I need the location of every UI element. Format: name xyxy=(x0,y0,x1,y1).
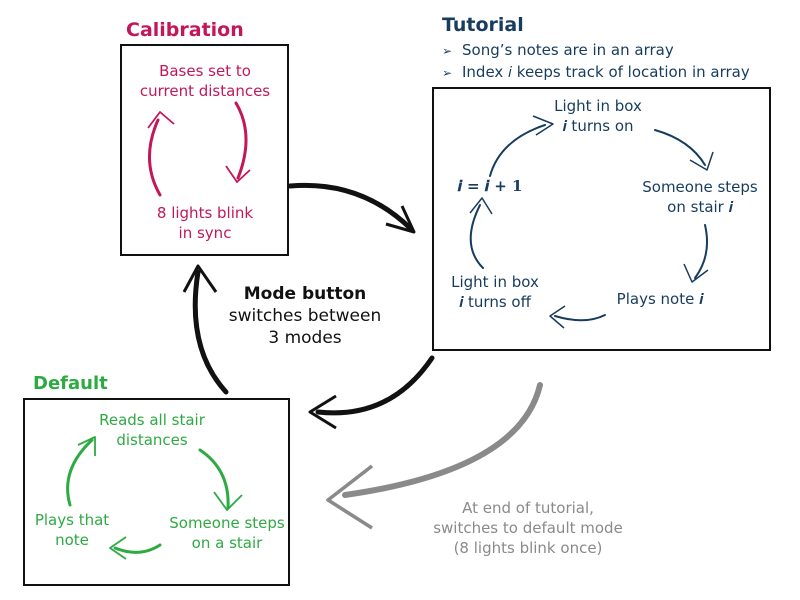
tutorial-step-light-on: Light in box 𝒊 turns on xyxy=(554,97,642,135)
mode-button-title: Mode button xyxy=(243,284,367,304)
calibration-step-bases: Bases set to current distances xyxy=(139,62,271,100)
mode-arrow-to-tutorial xyxy=(287,182,416,234)
default-arrow-to-steps xyxy=(198,448,243,511)
tutorial-arrow-to-steps xyxy=(654,129,714,171)
arrowhead-bullet-icon: ➢ xyxy=(442,44,453,58)
tutorial-bullet-text: Index 𝑖 keeps track of location in array xyxy=(462,63,750,81)
tutorial-arrow-to-plays xyxy=(683,224,709,283)
tutorial-arrow-to-light-on xyxy=(489,115,554,177)
tutorial-step-light-off: Light in box 𝒊 turns off xyxy=(451,273,539,311)
tutorial-bullet-text: Song’s notes are in an array xyxy=(462,41,674,59)
default-step-someone-steps: Someone steps on a stair xyxy=(169,514,285,552)
calibration-arrow-down xyxy=(225,101,251,183)
default-arrow-to-reads xyxy=(66,436,96,507)
calibration-step-blink: 8 lights blink in sync xyxy=(156,204,254,242)
tutorial-step-plays-note: Plays note 𝒊 xyxy=(616,290,704,308)
tutorial-arrow-to-increment xyxy=(469,197,493,269)
arrowhead-bullet-icon: ➢ xyxy=(442,66,453,80)
tutorial-title: Tutorial xyxy=(442,14,524,36)
default-title: Default xyxy=(33,373,108,394)
calibration-arrow-up xyxy=(147,111,175,197)
calibration-title: Calibration xyxy=(126,19,244,41)
end-of-tutorial-arrow xyxy=(326,382,543,530)
default-step-plays: Plays that note xyxy=(34,511,110,549)
default-arrow-to-plays xyxy=(109,536,162,560)
default-step-reads: Reads all stair distances xyxy=(99,411,205,449)
mode-arrow-to-default xyxy=(308,355,435,430)
tutorial-arrow-to-light-off xyxy=(549,305,606,329)
calibration-box xyxy=(120,44,289,256)
tutorial-step-someone-steps: Someone steps on stair 𝒊 xyxy=(642,178,758,216)
mode-arrow-to-calibration xyxy=(182,264,229,395)
tutorial-step-increment: 𝒊 = 𝒊 + 𝟏 xyxy=(457,177,523,195)
tutorial-bullet: ➢ Index 𝑖 keeps track of location in arra… xyxy=(442,62,750,84)
mode-button-label: Mode button switches between 3 modes xyxy=(225,283,385,349)
tutorial-bullets: ➢ Song’s notes are in an array ➢ Index 𝑖 k… xyxy=(442,40,750,84)
tutorial-bullet: ➢ Song’s notes are in an array xyxy=(442,40,750,62)
end-of-tutorial-note: At end of tutorial, switches to default … xyxy=(433,499,623,557)
tutorial-box xyxy=(432,87,771,351)
